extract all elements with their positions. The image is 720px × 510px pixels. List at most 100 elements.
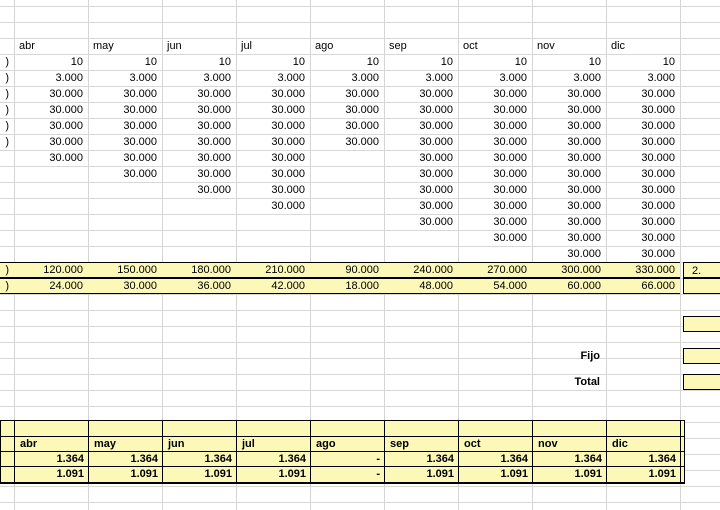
- month-header-dic[interactable]: dic: [611, 40, 626, 52]
- bottom-row-a-nov[interactable]: 1.364: [574, 453, 602, 465]
- cell-unit-price-abr[interactable]: 10: [70, 56, 83, 68]
- summary-value-box-1[interactable]: [683, 348, 720, 364]
- total-gross-jun[interactable]: 180.000: [191, 264, 231, 276]
- cell-stair-dic-9[interactable]: 30.000: [641, 248, 675, 260]
- cell-amount-ago[interactable]: 30.000: [345, 88, 379, 100]
- bottom-row-b-ago[interactable]: -: [376, 468, 380, 480]
- total-gross-oct[interactable]: 270.000: [487, 264, 527, 276]
- cell-stair-dic-5[interactable]: 30.000: [641, 184, 675, 196]
- bottom-header-oct[interactable]: oct: [464, 438, 481, 450]
- cell-quantity-nov[interactable]: 3.000: [573, 72, 601, 84]
- cell-stair-oct-4[interactable]: 30.000: [493, 168, 527, 180]
- bottom-row-b-dic[interactable]: 1.091: [648, 468, 676, 480]
- bottom-header-sep[interactable]: sep: [390, 438, 409, 450]
- cell-stair-nov-3[interactable]: 30.000: [567, 152, 601, 164]
- cell-quantity-jun[interactable]: 3.000: [203, 72, 231, 84]
- total-tax-dic[interactable]: 66.000: [641, 280, 675, 292]
- total-tax-nov[interactable]: 60.000: [567, 280, 601, 292]
- cell-stair-oct-6[interactable]: 30.000: [493, 200, 527, 212]
- bottom-header-abr[interactable]: abr: [20, 438, 38, 450]
- cell-stair-abr-2[interactable]: 30.000: [49, 136, 83, 148]
- total-tax-sep[interactable]: 48.000: [419, 280, 453, 292]
- summary-value-box-0[interactable]: [683, 316, 720, 332]
- cell-stair-oct-8[interactable]: 30.000: [493, 232, 527, 244]
- total-tax-oct[interactable]: 54.000: [493, 280, 527, 292]
- cell-stair-sep-4[interactable]: 30.000: [419, 168, 453, 180]
- bottom-header-jun[interactable]: jun: [168, 438, 185, 450]
- cell-stair-jul-1[interactable]: 30.000: [271, 120, 305, 132]
- cell-stair-may-4[interactable]: 30.000: [123, 168, 157, 180]
- cell-stair-nov-1[interactable]: 30.000: [567, 120, 601, 132]
- total-gross-nov[interactable]: 300.000: [561, 264, 601, 276]
- cell-quantity-ago[interactable]: 3.000: [351, 72, 379, 84]
- bottom-row-a-ago[interactable]: -: [376, 453, 380, 465]
- month-header-jun[interactable]: jun: [167, 40, 182, 52]
- cell-stair-dic-0[interactable]: 30.000: [641, 104, 675, 116]
- cell-stair-jul-5[interactable]: 30.000: [271, 184, 305, 196]
- total-gross-abr[interactable]: 120.000: [43, 264, 83, 276]
- month-header-ago[interactable]: ago: [315, 40, 334, 52]
- bottom-row-b-nov[interactable]: 1.091: [574, 468, 602, 480]
- bottom-header-may[interactable]: may: [94, 438, 117, 450]
- bottom-row-b-jun[interactable]: 1.091: [204, 468, 232, 480]
- cell-amount-abr[interactable]: 30.000: [49, 88, 83, 100]
- total-gross-jul[interactable]: 210.000: [265, 264, 305, 276]
- cell-unit-price-may[interactable]: 10: [144, 56, 157, 68]
- total-tax-ago[interactable]: 18.000: [345, 280, 379, 292]
- bottom-row-a-dic[interactable]: 1.364: [648, 453, 676, 465]
- total-tax-abr[interactable]: 24.000: [49, 280, 83, 292]
- cell-stair-dic-8[interactable]: 30.000: [641, 232, 675, 244]
- cell-stair-ago-0[interactable]: 30.000: [345, 104, 379, 116]
- month-header-abr[interactable]: abr: [19, 40, 35, 52]
- cell-stair-may-2[interactable]: 30.000: [123, 136, 157, 148]
- cell-stair-nov-5[interactable]: 30.000: [567, 184, 601, 196]
- cell-stair-oct-1[interactable]: 30.000: [493, 120, 527, 132]
- total-gross-dic[interactable]: 330.000: [635, 264, 675, 276]
- bottom-row-a-oct[interactable]: 1.364: [500, 453, 528, 465]
- cell-stair-may-1[interactable]: 30.000: [123, 120, 157, 132]
- cell-stair-sep-3[interactable]: 30.000: [419, 152, 453, 164]
- bottom-row-b-jul[interactable]: 1.091: [278, 468, 306, 480]
- cell-amount-dic[interactable]: 30.000: [641, 88, 675, 100]
- cell-amount-may[interactable]: 30.000: [123, 88, 157, 100]
- cell-stair-dic-7[interactable]: 30.000: [641, 216, 675, 228]
- cell-stair-jun-5[interactable]: 30.000: [197, 184, 231, 196]
- cell-stair-dic-6[interactable]: 30.000: [641, 200, 675, 212]
- cell-stair-may-3[interactable]: 30.000: [123, 152, 157, 164]
- cell-quantity-sep[interactable]: 3.000: [425, 72, 453, 84]
- cell-stair-jul-2[interactable]: 30.000: [271, 136, 305, 148]
- cell-stair-ago-1[interactable]: 30.000: [345, 120, 379, 132]
- cell-stair-nov-9[interactable]: 30.000: [567, 248, 601, 260]
- bottom-row-a-abr[interactable]: 1.364: [56, 453, 84, 465]
- cell-unit-price-nov[interactable]: 10: [588, 56, 601, 68]
- bottom-row-a-may[interactable]: 1.364: [130, 453, 158, 465]
- cell-unit-price-jul[interactable]: 10: [292, 56, 305, 68]
- cell-stair-nov-0[interactable]: 30.000: [567, 104, 601, 116]
- cell-stair-oct-0[interactable]: 30.000: [493, 104, 527, 116]
- cell-stair-oct-5[interactable]: 30.000: [493, 184, 527, 196]
- cell-amount-oct[interactable]: 30.000: [493, 88, 527, 100]
- total-tax-jul[interactable]: 42.000: [271, 280, 305, 292]
- grand-total-clipped-secondary[interactable]: [683, 278, 720, 294]
- cell-unit-price-sep[interactable]: 10: [440, 56, 453, 68]
- cell-amount-nov[interactable]: 30.000: [567, 88, 601, 100]
- cell-stair-jul-6[interactable]: 30.000: [271, 200, 305, 212]
- cell-stair-jun-4[interactable]: 30.000: [197, 168, 231, 180]
- cell-stair-jun-0[interactable]: 30.000: [197, 104, 231, 116]
- cell-stair-oct-7[interactable]: 30.000: [493, 216, 527, 228]
- cell-stair-jun-3[interactable]: 30.000: [197, 152, 231, 164]
- total-gross-sep[interactable]: 240.000: [413, 264, 453, 276]
- month-header-oct[interactable]: oct: [463, 40, 478, 52]
- cell-amount-jun[interactable]: 30.000: [197, 88, 231, 100]
- cell-stair-sep-1[interactable]: 30.000: [419, 120, 453, 132]
- cell-unit-price-dic[interactable]: 10: [662, 56, 675, 68]
- cell-stair-may-0[interactable]: 30.000: [123, 104, 157, 116]
- month-header-may[interactable]: may: [93, 40, 114, 52]
- cell-stair-jul-3[interactable]: 30.000: [271, 152, 305, 164]
- cell-quantity-dic[interactable]: 3.000: [647, 72, 675, 84]
- bottom-row-a-jun[interactable]: 1.364: [204, 453, 232, 465]
- cell-quantity-abr[interactable]: 3.000: [55, 72, 83, 84]
- cell-stair-sep-5[interactable]: 30.000: [419, 184, 453, 196]
- total-tax-jun[interactable]: 36.000: [197, 280, 231, 292]
- cell-stair-jul-4[interactable]: 30.000: [271, 168, 305, 180]
